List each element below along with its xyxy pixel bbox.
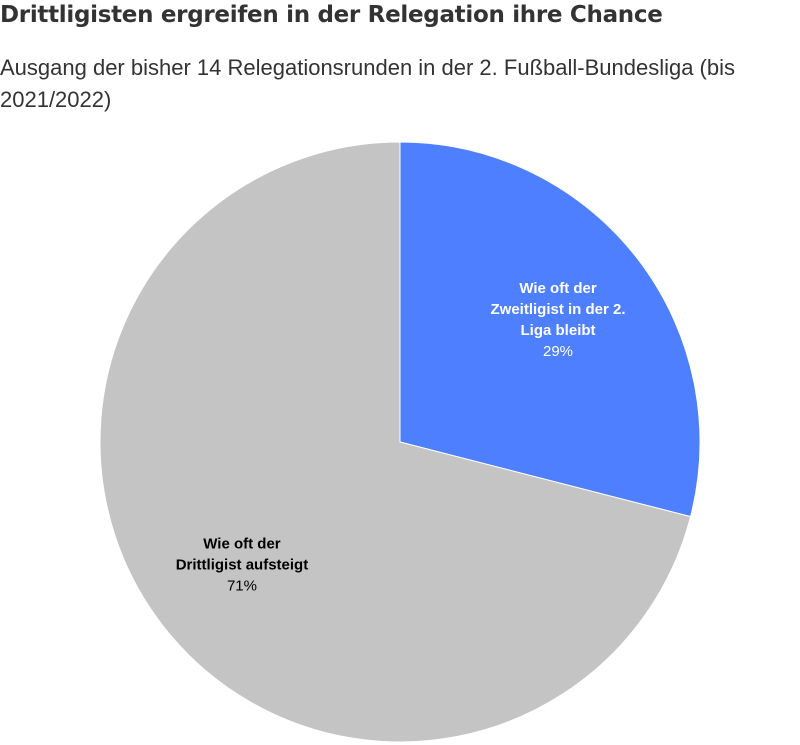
pie-slice-1 xyxy=(99,141,692,743)
slice-label-name-line: Liga bleibt xyxy=(521,322,596,339)
slice-label-name-line: Drittligist aufsteigt xyxy=(176,557,309,574)
chart-subtitle: Ausgang der bisher 14 Relegationsrunden … xyxy=(0,55,736,112)
slice-label-name-line: Wie oft der xyxy=(519,280,597,297)
chart-title: Drittligisten ergreifen in der Relegatio… xyxy=(0,2,663,28)
slice-label-name-line: Zweitligist in der 2. xyxy=(491,301,626,318)
slice-label-1: Wie oft der Drittligist aufsteigt 71% xyxy=(176,536,309,595)
slice-value-label: 71% xyxy=(227,578,257,595)
pie-slice-0 xyxy=(399,141,701,518)
slice-label-0: Wie oft der Zweitligist in der 2. Liga ble… xyxy=(491,280,626,360)
slice-value-label: 29% xyxy=(543,343,573,360)
slice-label-name-line: Wie oft der xyxy=(203,536,281,553)
